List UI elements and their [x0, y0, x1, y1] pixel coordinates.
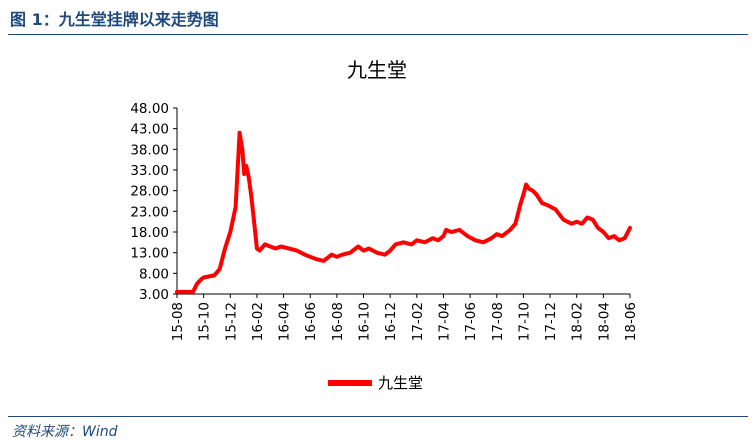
figure-footer: 资料来源：Wind	[8, 416, 748, 440]
x-tick-label: 17-06	[463, 302, 479, 341]
y-tick-label: 23.00	[130, 204, 169, 220]
series-line	[175, 130, 632, 294]
plot-area	[175, 130, 632, 294]
y-tick-label: 3.00	[139, 287, 169, 303]
x-tick-label: 18-02	[570, 302, 586, 341]
x-tick-label: 16-02	[250, 302, 266, 341]
x-tick-label: 15-10	[197, 302, 213, 341]
x-tick-label: 16-08	[330, 302, 346, 341]
x-tick-label: 16-04	[277, 302, 293, 341]
x-tick-label: 17-12	[543, 302, 559, 341]
x-tick-label: 15-08	[170, 302, 186, 341]
x-tick-label: 17-04	[436, 302, 452, 341]
figure-title: 图 1：九生堂挂牌以来走势图	[10, 10, 219, 29]
y-tick-label: 8.00	[139, 266, 169, 282]
y-tick-label: 28.00	[130, 184, 169, 200]
x-tick-label: 16-06	[303, 302, 319, 341]
legend-label: 九生堂	[378, 374, 423, 392]
y-tick-label: 48.00	[130, 101, 169, 117]
y-tick-label: 13.00	[130, 246, 169, 262]
x-tick-label: 17-08	[490, 302, 506, 341]
chart-title: 九生堂	[347, 58, 407, 82]
x-tick-label: 16-10	[357, 302, 373, 341]
y-tick-label: 33.00	[130, 163, 169, 179]
y-tick-label: 38.00	[130, 142, 169, 158]
chart-legend: 九生堂	[328, 374, 423, 392]
y-tick-label: 18.00	[130, 225, 169, 241]
x-tick-label: 18-04	[596, 302, 612, 341]
x-tick-label: 17-10	[516, 302, 532, 341]
source-note: 资料来源：Wind	[12, 424, 118, 440]
x-tick-label: 16-12	[383, 302, 399, 341]
chart-axes: 3.00 8.00 13.00 18.00 23.00 28.00 33.00 38.00 43…	[130, 101, 639, 341]
x-tick-label: 18-06	[623, 302, 639, 341]
x-tick-label: 17-02	[410, 302, 426, 341]
x-tick-label: 15-12	[223, 302, 239, 341]
figure-header: 图 1：九生堂挂牌以来走势图	[8, 0, 748, 35]
y-tick-label: 43.00	[130, 122, 169, 138]
